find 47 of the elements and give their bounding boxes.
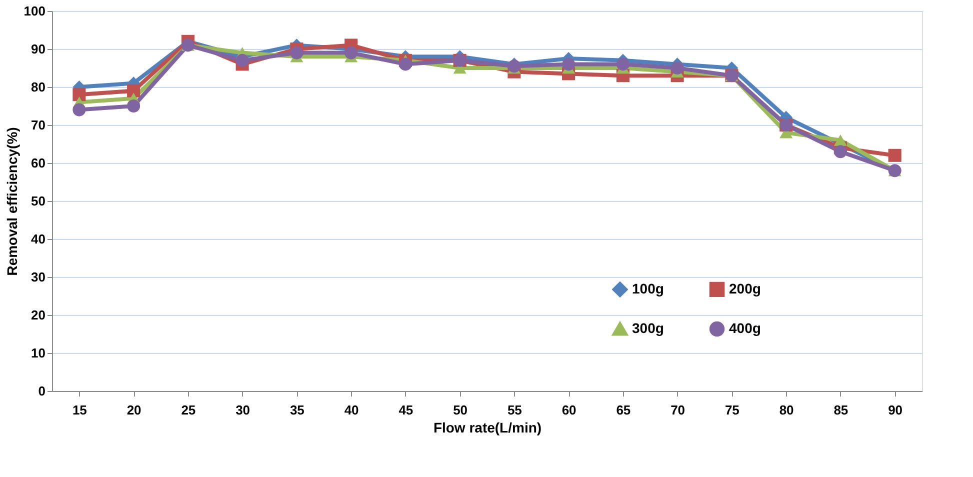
y-tick-label: 0	[38, 384, 46, 398]
legend-label: 200g	[729, 280, 761, 296]
point	[670, 61, 684, 75]
x-tick-label: 35	[290, 402, 304, 418]
x-tick-label: 85	[834, 402, 848, 418]
point	[888, 148, 902, 162]
legend-label: 300g	[632, 320, 664, 336]
y-tick-label: 10	[31, 346, 46, 360]
y-tick-label: 70	[31, 118, 46, 132]
point	[127, 99, 140, 113]
point	[834, 134, 847, 146]
x-tick-label: 75	[724, 402, 740, 418]
point	[72, 88, 86, 102]
x-tick-label: 65	[616, 402, 631, 418]
point	[344, 46, 358, 60]
y-tick-label: 30	[31, 270, 46, 284]
y-tick-label: 100	[24, 4, 46, 18]
point	[236, 54, 249, 67]
x-axis-title: Flow rate(L/min)	[433, 420, 542, 436]
y-tick-label: 20	[31, 308, 46, 322]
point	[616, 58, 630, 71]
point	[290, 46, 304, 60]
x-tick-label: 30	[236, 402, 250, 418]
x-tick-label: 50	[453, 402, 468, 418]
y-tick-label: 60	[31, 156, 46, 170]
x-tick-label: 80	[779, 402, 794, 418]
x-tick-label: 20	[126, 402, 142, 418]
point	[398, 58, 412, 71]
y-tick-label: 80	[31, 80, 46, 94]
point	[562, 58, 576, 71]
point	[127, 84, 140, 98]
point	[72, 103, 86, 116]
y-axis-title: Removal efficiency(%)	[4, 127, 20, 276]
x-tick-label: 45	[398, 402, 414, 418]
point	[834, 145, 847, 158]
x-tick-label: 55	[507, 402, 522, 418]
x-tick-label: 60	[562, 402, 576, 418]
y-tick-label: 50	[31, 194, 46, 208]
x-tick-label: 70	[670, 402, 686, 418]
x-tick-label: 15	[72, 402, 87, 418]
x-tick-label: 25	[181, 402, 196, 418]
x-tick-label: 40	[344, 402, 359, 418]
legend-label: 400g	[729, 320, 761, 336]
y-tick-label: 90	[31, 42, 46, 56]
x-tick-label: 90	[888, 402, 903, 418]
y-tick-label: 40	[31, 232, 46, 246]
legend-label: 100g	[632, 280, 664, 296]
